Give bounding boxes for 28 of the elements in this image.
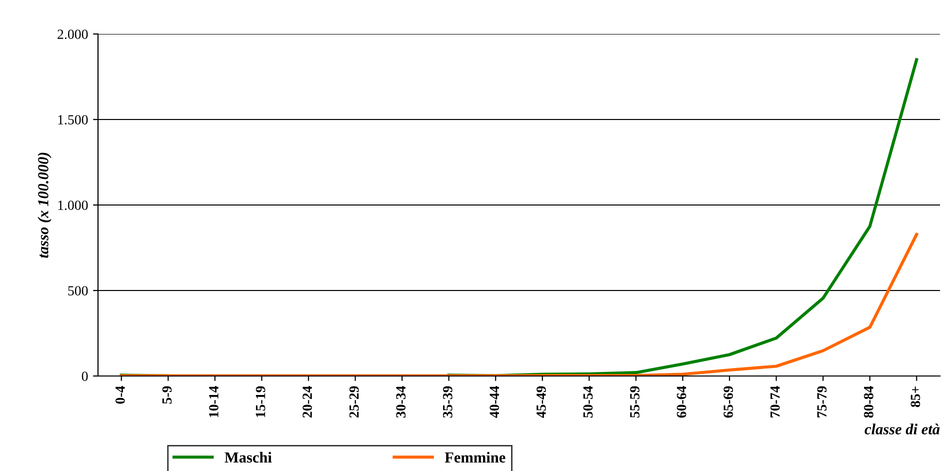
x-tick-label: 65-69 bbox=[724, 386, 733, 418]
legend-label: Maschi bbox=[224, 452, 272, 463]
legend-label: Femmine bbox=[444, 452, 506, 463]
x-tick-label: 40-44 bbox=[490, 386, 500, 418]
y-axis-title: tasso (x 100.000) bbox=[38, 152, 52, 258]
x-tick-label: 75-79 bbox=[817, 386, 827, 418]
x-tick-label: 80-84 bbox=[864, 386, 874, 418]
x-tick-label: 10-14 bbox=[209, 386, 218, 418]
x-tick-label: 5-9 bbox=[162, 386, 172, 404]
x-tick-label: 35-39 bbox=[442, 386, 452, 418]
y-tick-label: 1.000 bbox=[58, 200, 88, 210]
x-tick-label: 15-19 bbox=[256, 386, 266, 418]
x-tick-label: 20-24 bbox=[302, 386, 312, 418]
x-axis-title: classe di età bbox=[864, 424, 940, 434]
x-tick-label: 85+ bbox=[910, 386, 920, 408]
y-tick-label: 1.500 bbox=[58, 115, 88, 125]
line-series bbox=[120, 232, 918, 376]
x-tick-label: 55-59 bbox=[630, 386, 640, 418]
y-tick-label: 0 bbox=[82, 372, 88, 381]
y-tick-label: 500 bbox=[68, 286, 88, 296]
y-tick-label: 2.000 bbox=[58, 30, 88, 40]
x-tick-label: 50-54 bbox=[583, 386, 593, 418]
x-tick-label: 70-74 bbox=[770, 386, 780, 418]
x-tick-label: 60-64 bbox=[676, 386, 686, 418]
x-tick-label: 0-4 bbox=[115, 386, 125, 404]
x-tick-label: 25-29 bbox=[349, 386, 359, 418]
x-tick-label: 30-34 bbox=[396, 386, 406, 418]
x-tick-label: 45-49 bbox=[536, 386, 546, 418]
